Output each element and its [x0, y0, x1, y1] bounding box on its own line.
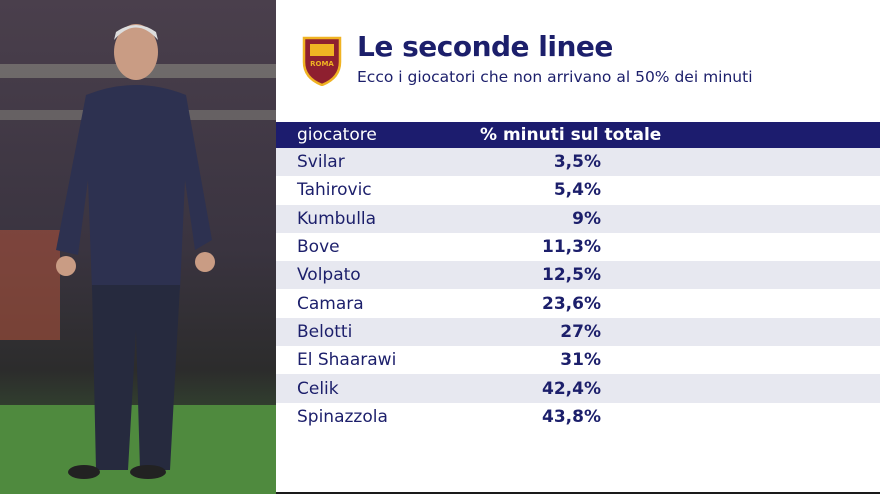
table-row: Spinazzola 43,8%	[276, 403, 880, 431]
player-name: Spinazzola	[297, 406, 388, 427]
subtitle: Ecco i giocatori che non arrivano al 50%…	[357, 68, 753, 86]
minutes-percent: 9%	[572, 208, 601, 229]
table-row: Volpato 12,5%	[276, 261, 880, 290]
logo-text: ROMA	[310, 60, 334, 68]
minutes-percent: 43,8%	[542, 406, 601, 427]
club-logo: ROMA	[302, 36, 342, 86]
player-name: Tahirovic	[297, 180, 372, 201]
minutes-percent: 31%	[560, 350, 601, 371]
minutes-percent: 5,4%	[553, 180, 601, 201]
player-name: Volpato	[297, 265, 361, 286]
table: giocatore % minuti sul totale Svilar 3,5% Ta…	[276, 122, 880, 431]
player-name: Bove	[297, 237, 340, 258]
player-name: Kumbulla	[297, 208, 377, 229]
player-name: Camara	[297, 293, 364, 314]
player-name: Belotti	[297, 321, 353, 342]
table-row: Svilar 3,5%	[276, 148, 880, 177]
table-row: Tahirovic 5,4%	[276, 176, 880, 204]
table-row: El Shaarawi 31%	[276, 346, 880, 374]
table-row: Belotti 27%	[276, 317, 880, 347]
title: Le seconde linee	[357, 30, 613, 63]
table-header: giocatore % minuti sul totale	[276, 122, 880, 148]
player-name: Svilar	[297, 152, 345, 173]
column-header: giocatore	[297, 125, 377, 145]
table-row: Bove 11,3%	[276, 233, 880, 261]
minutes-percent: 12,5%	[542, 265, 601, 286]
table-row: Celik 42,4%	[276, 374, 880, 403]
coach-photo	[0, 0, 276, 494]
player-name: Celik	[297, 378, 339, 399]
minutes-percent: 23,6%	[542, 293, 601, 314]
column-header: % minuti sul totale	[480, 125, 662, 145]
minutes-percent: 27%	[560, 321, 601, 342]
table-row: Kumbulla 9%	[276, 204, 880, 233]
info-panel: ROMA Le seconde linee Ecco i giocatori c…	[276, 0, 880, 492]
minutes-percent: 3,5%	[553, 152, 601, 173]
minutes-percent: 11,3%	[542, 237, 601, 258]
minutes-percent: 42,4%	[542, 378, 601, 399]
player-name: El Shaarawi	[297, 350, 397, 371]
table-row: Camara 23,6%	[276, 289, 880, 317]
